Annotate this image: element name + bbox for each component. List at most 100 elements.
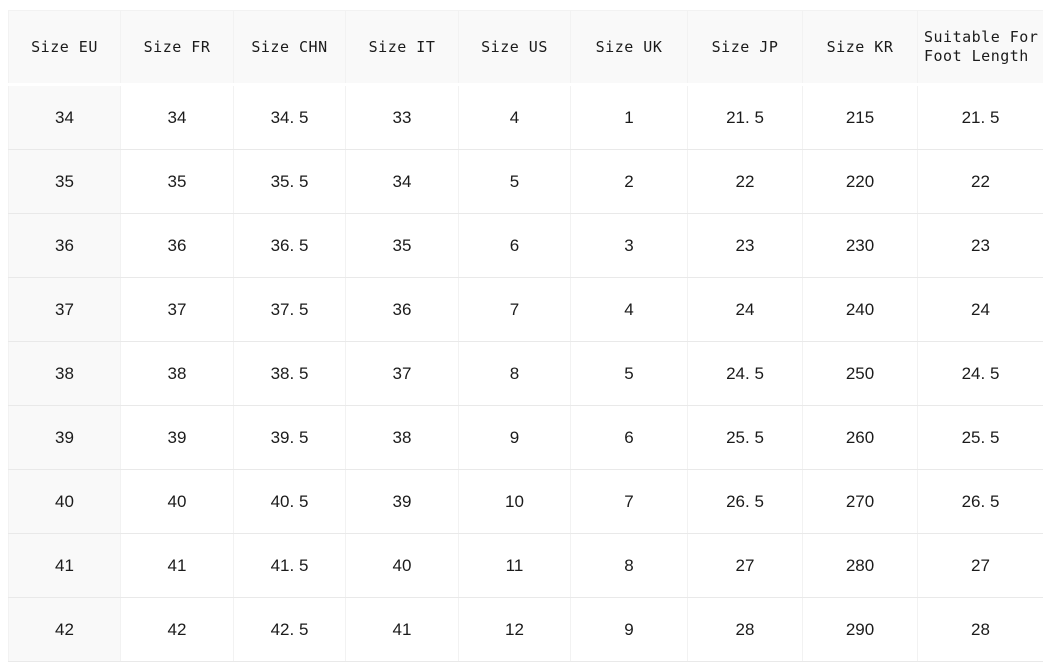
cell-foot: 26. 5: [917, 469, 1043, 534]
cell-jp: 24: [687, 277, 803, 342]
cell-it: 34: [345, 149, 459, 214]
cell-fr: 36: [120, 213, 234, 278]
cell-us: 5: [458, 149, 571, 214]
column-header-size-jp: Size JP: [687, 10, 803, 86]
cell-eu: 40: [8, 469, 121, 534]
cell-chn: 34. 5: [233, 84, 346, 150]
cell-fr: 35: [120, 149, 234, 214]
cell-fr: 40: [120, 469, 234, 534]
cell-chn: 37. 5: [233, 277, 346, 342]
cell-uk: 4: [570, 277, 688, 342]
column-header-size-eu: Size EU: [8, 10, 121, 86]
table-row: 41 41 41. 5 40 11 8 27 280 27: [8, 533, 1043, 598]
column-header-size-uk: Size UK: [570, 10, 688, 86]
cell-kr: 260: [802, 405, 918, 470]
cell-foot: 24. 5: [917, 341, 1043, 406]
cell-foot: 22: [917, 149, 1043, 214]
column-header-size-us: Size US: [458, 10, 571, 86]
column-header-size-chn: Size CHN: [233, 10, 346, 86]
cell-kr: 290: [802, 597, 918, 662]
cell-jp: 23: [687, 213, 803, 278]
cell-uk: 8: [570, 533, 688, 598]
cell-us: 9: [458, 405, 571, 470]
cell-foot: 24: [917, 277, 1043, 342]
cell-kr: 220: [802, 149, 918, 214]
cell-jp: 22: [687, 149, 803, 214]
cell-uk: 9: [570, 597, 688, 662]
cell-uk: 3: [570, 213, 688, 278]
cell-chn: 35. 5: [233, 149, 346, 214]
cell-kr: 250: [802, 341, 918, 406]
cell-us: 12: [458, 597, 571, 662]
cell-uk: 1: [570, 84, 688, 150]
cell-jp: 26. 5: [687, 469, 803, 534]
cell-it: 36: [345, 277, 459, 342]
cell-jp: 28: [687, 597, 803, 662]
table-row: 34 34 34. 5 33 4 1 21. 5 215 21. 5: [8, 84, 1043, 150]
cell-fr: 38: [120, 341, 234, 406]
cell-foot: 23: [917, 213, 1043, 278]
cell-chn: 41. 5: [233, 533, 346, 598]
cell-eu: 38: [8, 341, 121, 406]
table-row: 39 39 39. 5 38 9 6 25. 5 260 25. 5: [8, 405, 1043, 470]
cell-uk: 6: [570, 405, 688, 470]
table-row: 42 42 42. 5 41 12 9 28 290 28: [8, 597, 1043, 662]
cell-it: 33: [345, 84, 459, 150]
cell-eu: 41: [8, 533, 121, 598]
cell-us: 7: [458, 277, 571, 342]
cell-fr: 41: [120, 533, 234, 598]
cell-chn: 39. 5: [233, 405, 346, 470]
cell-it: 35: [345, 213, 459, 278]
cell-chn: 42. 5: [233, 597, 346, 662]
cell-kr: 215: [802, 84, 918, 150]
cell-it: 39: [345, 469, 459, 534]
cell-jp: 24. 5: [687, 341, 803, 406]
cell-it: 41: [345, 597, 459, 662]
header-row: Size EU Size FR Size CHN Size IT Size US…: [8, 10, 1043, 86]
cell-eu: 39: [8, 405, 121, 470]
table-row: 35 35 35. 5 34 5 2 22 220 22: [8, 149, 1043, 214]
cell-foot: 27: [917, 533, 1043, 598]
cell-us: 11: [458, 533, 571, 598]
cell-fr: 39: [120, 405, 234, 470]
foot-length-header-line2: Foot Length: [924, 47, 1029, 65]
cell-foot: 25. 5: [917, 405, 1043, 470]
cell-jp: 25. 5: [687, 405, 803, 470]
cell-uk: 7: [570, 469, 688, 534]
table-body: 34 34 34. 5 33 4 1 21. 5 215 21. 5 35 35 35. 5 34 5 2 2…: [8, 84, 1043, 662]
cell-uk: 2: [570, 149, 688, 214]
table-row: 36 36 36. 5 35 6 3 23 230 23: [8, 213, 1043, 278]
cell-it: 38: [345, 405, 459, 470]
cell-chn: 40. 5: [233, 469, 346, 534]
cell-uk: 5: [570, 341, 688, 406]
cell-us: 10: [458, 469, 571, 534]
cell-fr: 42: [120, 597, 234, 662]
cell-kr: 240: [802, 277, 918, 342]
cell-kr: 280: [802, 533, 918, 598]
cell-it: 40: [345, 533, 459, 598]
table-row: 40 40 40. 5 39 10 7 26. 5 270 26. 5: [8, 469, 1043, 534]
cell-jp: 27: [687, 533, 803, 598]
cell-fr: 37: [120, 277, 234, 342]
cell-jp: 21. 5: [687, 84, 803, 150]
cell-eu: 35: [8, 149, 121, 214]
cell-eu: 42: [8, 597, 121, 662]
cell-us: 4: [458, 84, 571, 150]
cell-chn: 36. 5: [233, 213, 346, 278]
column-header-size-fr: Size FR: [120, 10, 234, 86]
cell-kr: 270: [802, 469, 918, 534]
cell-eu: 36: [8, 213, 121, 278]
cell-it: 37: [345, 341, 459, 406]
cell-fr: 34: [120, 84, 234, 150]
table-header: Size EU Size FR Size CHN Size IT Size US…: [8, 10, 1043, 86]
size-conversion-table: Size EU Size FR Size CHN Size IT Size US…: [8, 10, 1043, 662]
cell-kr: 230: [802, 213, 918, 278]
cell-us: 6: [458, 213, 571, 278]
foot-length-header-line1: Suitable For: [924, 28, 1039, 46]
column-header-size-it: Size IT: [345, 10, 459, 86]
cell-eu: 34: [8, 84, 121, 150]
cell-chn: 38. 5: [233, 341, 346, 406]
cell-us: 8: [458, 341, 571, 406]
table-row: 38 38 38. 5 37 8 5 24. 5 250 24. 5: [8, 341, 1043, 406]
